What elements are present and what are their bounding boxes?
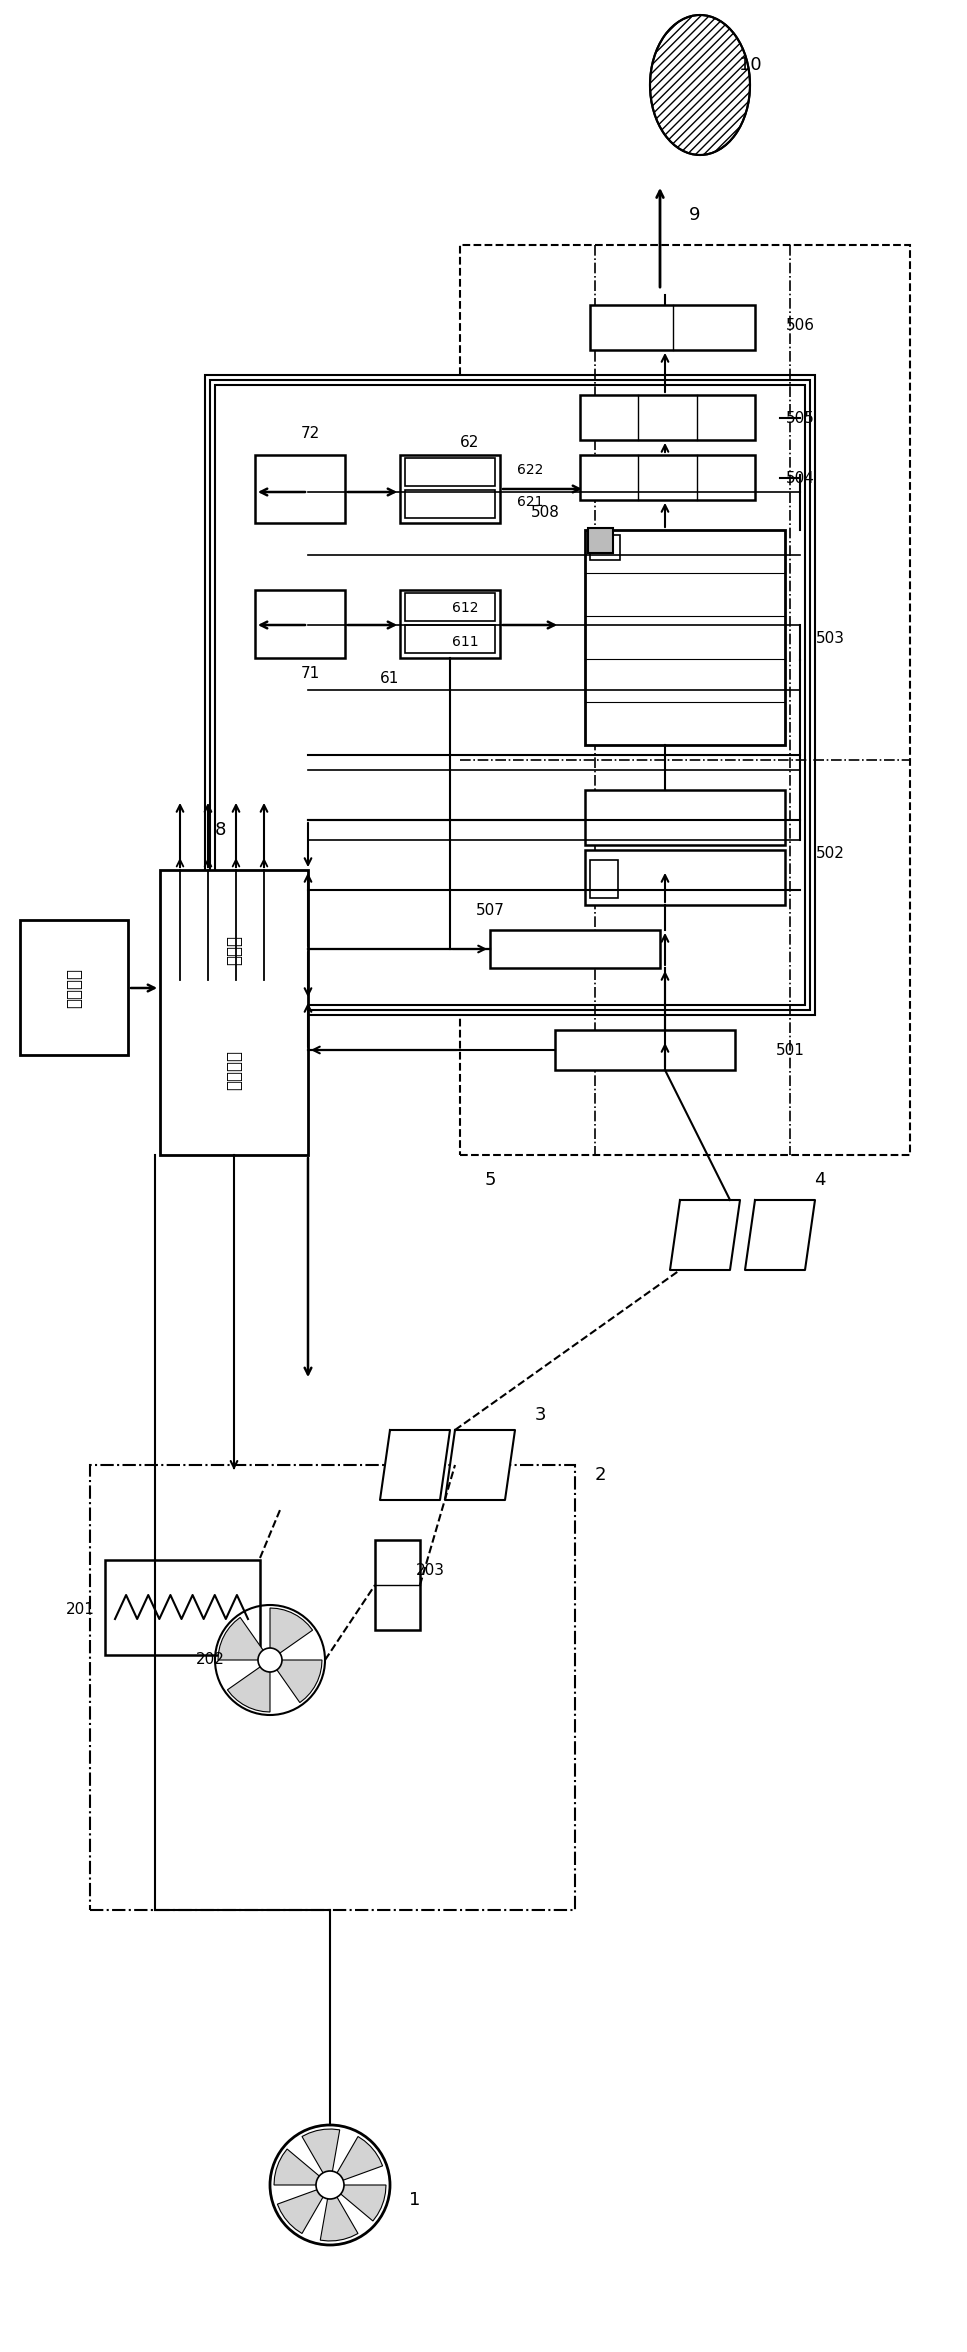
Text: 61: 61 <box>380 670 399 684</box>
Bar <box>580 395 755 440</box>
Bar <box>215 386 805 1004</box>
Bar <box>460 245 910 1155</box>
Bar <box>405 459 495 487</box>
Bar <box>585 529 785 746</box>
Text: 501: 501 <box>776 1042 805 1058</box>
Bar <box>90 1465 575 1910</box>
Text: 5: 5 <box>484 1171 496 1190</box>
Bar <box>555 1030 735 1070</box>
Bar <box>585 790 785 844</box>
Text: 71: 71 <box>301 666 320 680</box>
Polygon shape <box>270 1609 312 1653</box>
Text: 10: 10 <box>739 56 761 73</box>
Bar <box>210 381 810 1009</box>
Text: 201: 201 <box>66 1602 95 1618</box>
Polygon shape <box>227 1668 270 1712</box>
Polygon shape <box>340 2185 386 2220</box>
Bar <box>585 849 785 906</box>
Bar <box>580 454 755 501</box>
Text: 治疗头: 治疗头 <box>225 936 243 964</box>
Text: 62: 62 <box>460 435 480 449</box>
Bar <box>105 1559 260 1656</box>
Text: 203: 203 <box>416 1562 445 1578</box>
Bar <box>20 920 128 1056</box>
Text: 508: 508 <box>531 503 560 520</box>
Text: 202: 202 <box>195 1653 224 1668</box>
Polygon shape <box>745 1200 815 1270</box>
Polygon shape <box>320 2197 358 2241</box>
Text: 505: 505 <box>785 412 814 426</box>
Text: 病人信息: 病人信息 <box>65 969 83 1009</box>
Bar <box>590 534 620 560</box>
Text: 4: 4 <box>814 1171 826 1190</box>
Bar <box>400 454 500 522</box>
Text: 502: 502 <box>815 844 844 861</box>
Text: 622: 622 <box>516 463 543 477</box>
Circle shape <box>258 1649 282 1672</box>
Polygon shape <box>380 1430 450 1501</box>
Text: 503: 503 <box>815 630 844 644</box>
Text: 504: 504 <box>785 470 814 485</box>
Text: 2: 2 <box>595 1465 605 1484</box>
Bar <box>160 870 308 1155</box>
Bar <box>255 590 345 659</box>
Polygon shape <box>670 1200 740 1270</box>
Bar <box>205 374 815 1016</box>
Text: 控制装置: 控制装置 <box>225 1049 243 1089</box>
Bar <box>405 489 495 517</box>
Bar <box>405 593 495 621</box>
Text: 611: 611 <box>452 635 479 649</box>
Bar <box>490 929 660 969</box>
Bar <box>255 454 345 522</box>
Circle shape <box>316 2171 344 2199</box>
Text: 3: 3 <box>534 1406 545 1423</box>
Text: 72: 72 <box>301 426 320 440</box>
Bar <box>400 590 500 659</box>
Polygon shape <box>445 1430 515 1501</box>
Text: 612: 612 <box>452 602 479 614</box>
Polygon shape <box>218 1618 263 1661</box>
Polygon shape <box>337 2136 383 2180</box>
Text: 507: 507 <box>476 903 505 917</box>
Text: 9: 9 <box>689 207 701 223</box>
Bar <box>375 1541 420 1630</box>
Bar <box>590 861 618 898</box>
Text: 8: 8 <box>215 821 225 840</box>
Polygon shape <box>274 2150 319 2185</box>
Polygon shape <box>302 2129 339 2173</box>
Text: 506: 506 <box>785 318 814 332</box>
Polygon shape <box>278 2190 323 2234</box>
Bar <box>590 306 755 350</box>
Bar <box>405 626 495 654</box>
Bar <box>588 527 613 553</box>
Text: 1: 1 <box>409 2192 421 2209</box>
Text: 621: 621 <box>516 494 543 508</box>
Polygon shape <box>277 1661 322 1703</box>
